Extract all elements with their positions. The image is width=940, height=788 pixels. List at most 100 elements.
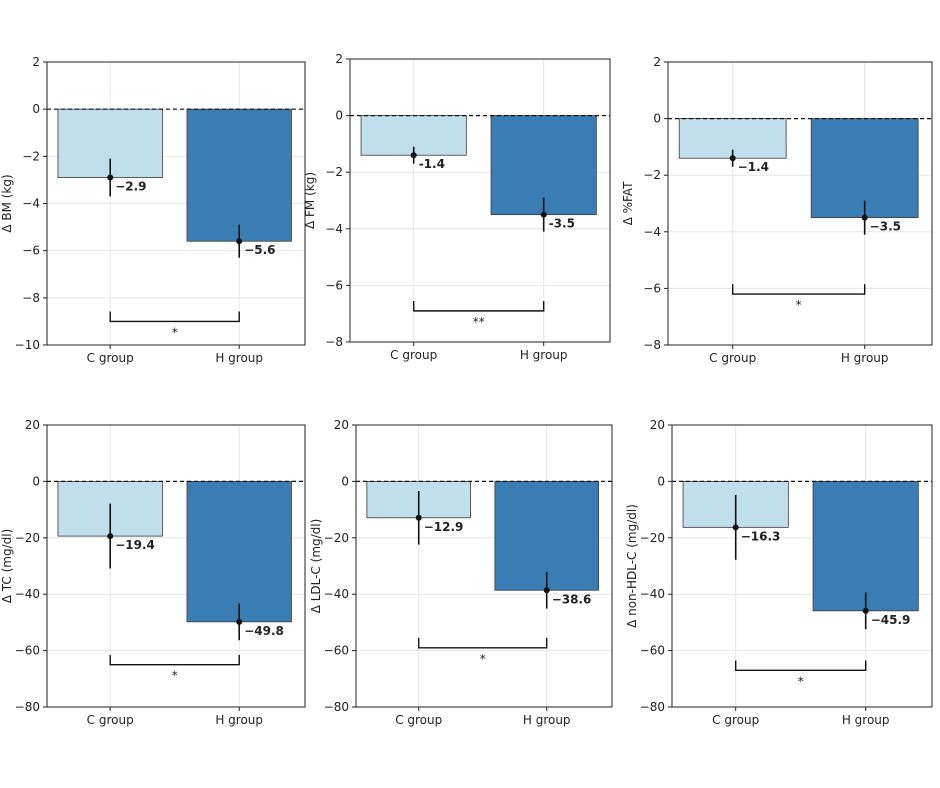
significance-label: ** [473, 315, 485, 329]
mean-point [236, 618, 243, 625]
y-tick-label: −2 [22, 149, 40, 163]
y-tick-label: −40 [324, 587, 349, 601]
y-tick-label: −20 [15, 531, 40, 545]
mean-point [410, 152, 417, 159]
y-tick-label: 20 [650, 418, 665, 432]
chart-panel-5: −12.9 −38.6 * 20 0 −20 −40 −60 −80 C group H group… [309, 418, 613, 727]
x-tick-label: H group [215, 713, 263, 727]
x-tick-label: C group [709, 351, 756, 365]
data-label: -1.4 [419, 157, 445, 171]
y-tick-label: −6 [22, 244, 40, 258]
bar-h-group [186, 480, 292, 623]
plot-frame [671, 424, 933, 708]
y-tick-label: −80 [324, 700, 349, 714]
x-tick-label: C group [87, 351, 134, 365]
y-tick-label: 0 [32, 102, 40, 116]
significance-label: * [172, 325, 178, 339]
bar-h-group [186, 108, 292, 242]
mean-point [543, 587, 550, 594]
y-tick-label: −2 [325, 165, 343, 179]
y-axis-label: Δ FM (kg) [303, 172, 317, 229]
y-tick-label: −4 [22, 197, 40, 211]
y-tick-label: 2 [335, 52, 343, 66]
bar-h-group [494, 480, 599, 591]
y-tick-label: −2 [643, 168, 661, 182]
y-tick-label: −8 [643, 338, 661, 352]
chart-panel-4: −19.4 −49.8 * 20 0 −20 −40 −60 −80 C group H group… [0, 418, 306, 727]
y-tick-label: −8 [325, 335, 343, 349]
y-tick-label: 0 [335, 109, 343, 123]
y-tick-label: −80 [640, 700, 665, 714]
data-label: −45.9 [871, 613, 911, 627]
data-label: −16.3 [741, 529, 781, 543]
plot-frame [667, 61, 933, 346]
x-tick-label: H group [842, 713, 890, 727]
significance-label: * [480, 652, 486, 666]
mean-point [540, 211, 547, 218]
x-tick-label: C group [390, 348, 437, 362]
mean-point [729, 155, 736, 162]
plot-frame [349, 58, 611, 343]
y-tick-label: −6 [325, 278, 343, 292]
x-tick-label: C group [395, 713, 442, 727]
significance-bracket [731, 284, 866, 295]
data-label: −3.5 [870, 220, 901, 234]
mean-point [415, 514, 422, 521]
chart-panel-2: -1.4 -3.5 ** 2 0 −2 −4 −6 −8 C group H group Δ FM (… [303, 52, 611, 362]
y-tick-label: −20 [324, 531, 349, 545]
y-tick-label: −40 [640, 587, 665, 601]
y-tick-label: −60 [640, 644, 665, 658]
significance-label: * [798, 674, 804, 688]
y-tick-label: 20 [334, 418, 349, 432]
chart-panel-1: −2.9 −5.6 * 2 0 −2 −4 −6 −8 −10 C group H group Δ BM… [0, 55, 306, 365]
y-tick-label: 0 [657, 474, 665, 488]
mean-point [861, 214, 868, 221]
y-tick-label: 0 [32, 474, 40, 488]
y-tick-label: −20 [640, 531, 665, 545]
y-tick-label: −4 [325, 222, 343, 236]
plot-frame [46, 424, 306, 708]
data-label: −19.4 [115, 538, 155, 552]
y-axis-label: Δ BM (kg) [0, 174, 14, 232]
data-label: −5.6 [244, 243, 275, 257]
data-label: −38.6 [552, 592, 592, 606]
y-tick-label: −6 [643, 281, 661, 295]
y-tick-label: −10 [15, 338, 40, 352]
significance-bracket [735, 660, 867, 672]
chart-panel-6: −16.3 −45.9 * 20 0 −20 −40 −60 −80 C group H group… [625, 418, 933, 727]
significance-bracket [413, 300, 545, 312]
y-tick-label: 2 [32, 55, 40, 69]
mean-point [107, 533, 114, 540]
significance-label: * [796, 298, 802, 312]
data-label: −12.9 [424, 520, 464, 534]
mean-point [862, 607, 869, 614]
y-tick-label: −60 [15, 644, 40, 658]
x-tick-label: C group [87, 713, 134, 727]
data-label: −49.8 [244, 624, 284, 638]
data-label: −2.9 [115, 180, 146, 194]
mean-point [732, 524, 739, 531]
mean-point [107, 174, 114, 181]
significance-bracket [418, 637, 548, 649]
y-axis-label: Δ TC (mg/dl) [0, 529, 14, 604]
y-tick-label: −60 [324, 644, 349, 658]
significance-bracket [109, 311, 240, 323]
x-tick-label: C group [712, 713, 759, 727]
y-tick-label: −4 [643, 225, 661, 239]
x-tick-label: H group [841, 351, 889, 365]
y-tick-label: −80 [15, 700, 40, 714]
significance-bracket [109, 654, 240, 666]
data-label: −1.4 [738, 160, 769, 174]
y-tick-label: 0 [341, 474, 349, 488]
bar-h-group [812, 480, 919, 612]
y-tick-label: 0 [653, 112, 661, 126]
significance-label: * [172, 669, 178, 683]
data-label: -3.5 [549, 217, 575, 231]
x-tick-label: H group [215, 351, 263, 365]
y-tick-label: 2 [653, 55, 661, 69]
y-axis-label: Δ non-HDL-C (mg/dl) [625, 504, 639, 628]
plot-frame [355, 424, 613, 708]
chart-panel-3: −1.4 −3.5 * 2 0 −2 −4 −6 −8 C group H group Δ %FAT [621, 55, 933, 365]
y-axis-label: Δ LDL-C (mg/dl) [309, 519, 323, 614]
